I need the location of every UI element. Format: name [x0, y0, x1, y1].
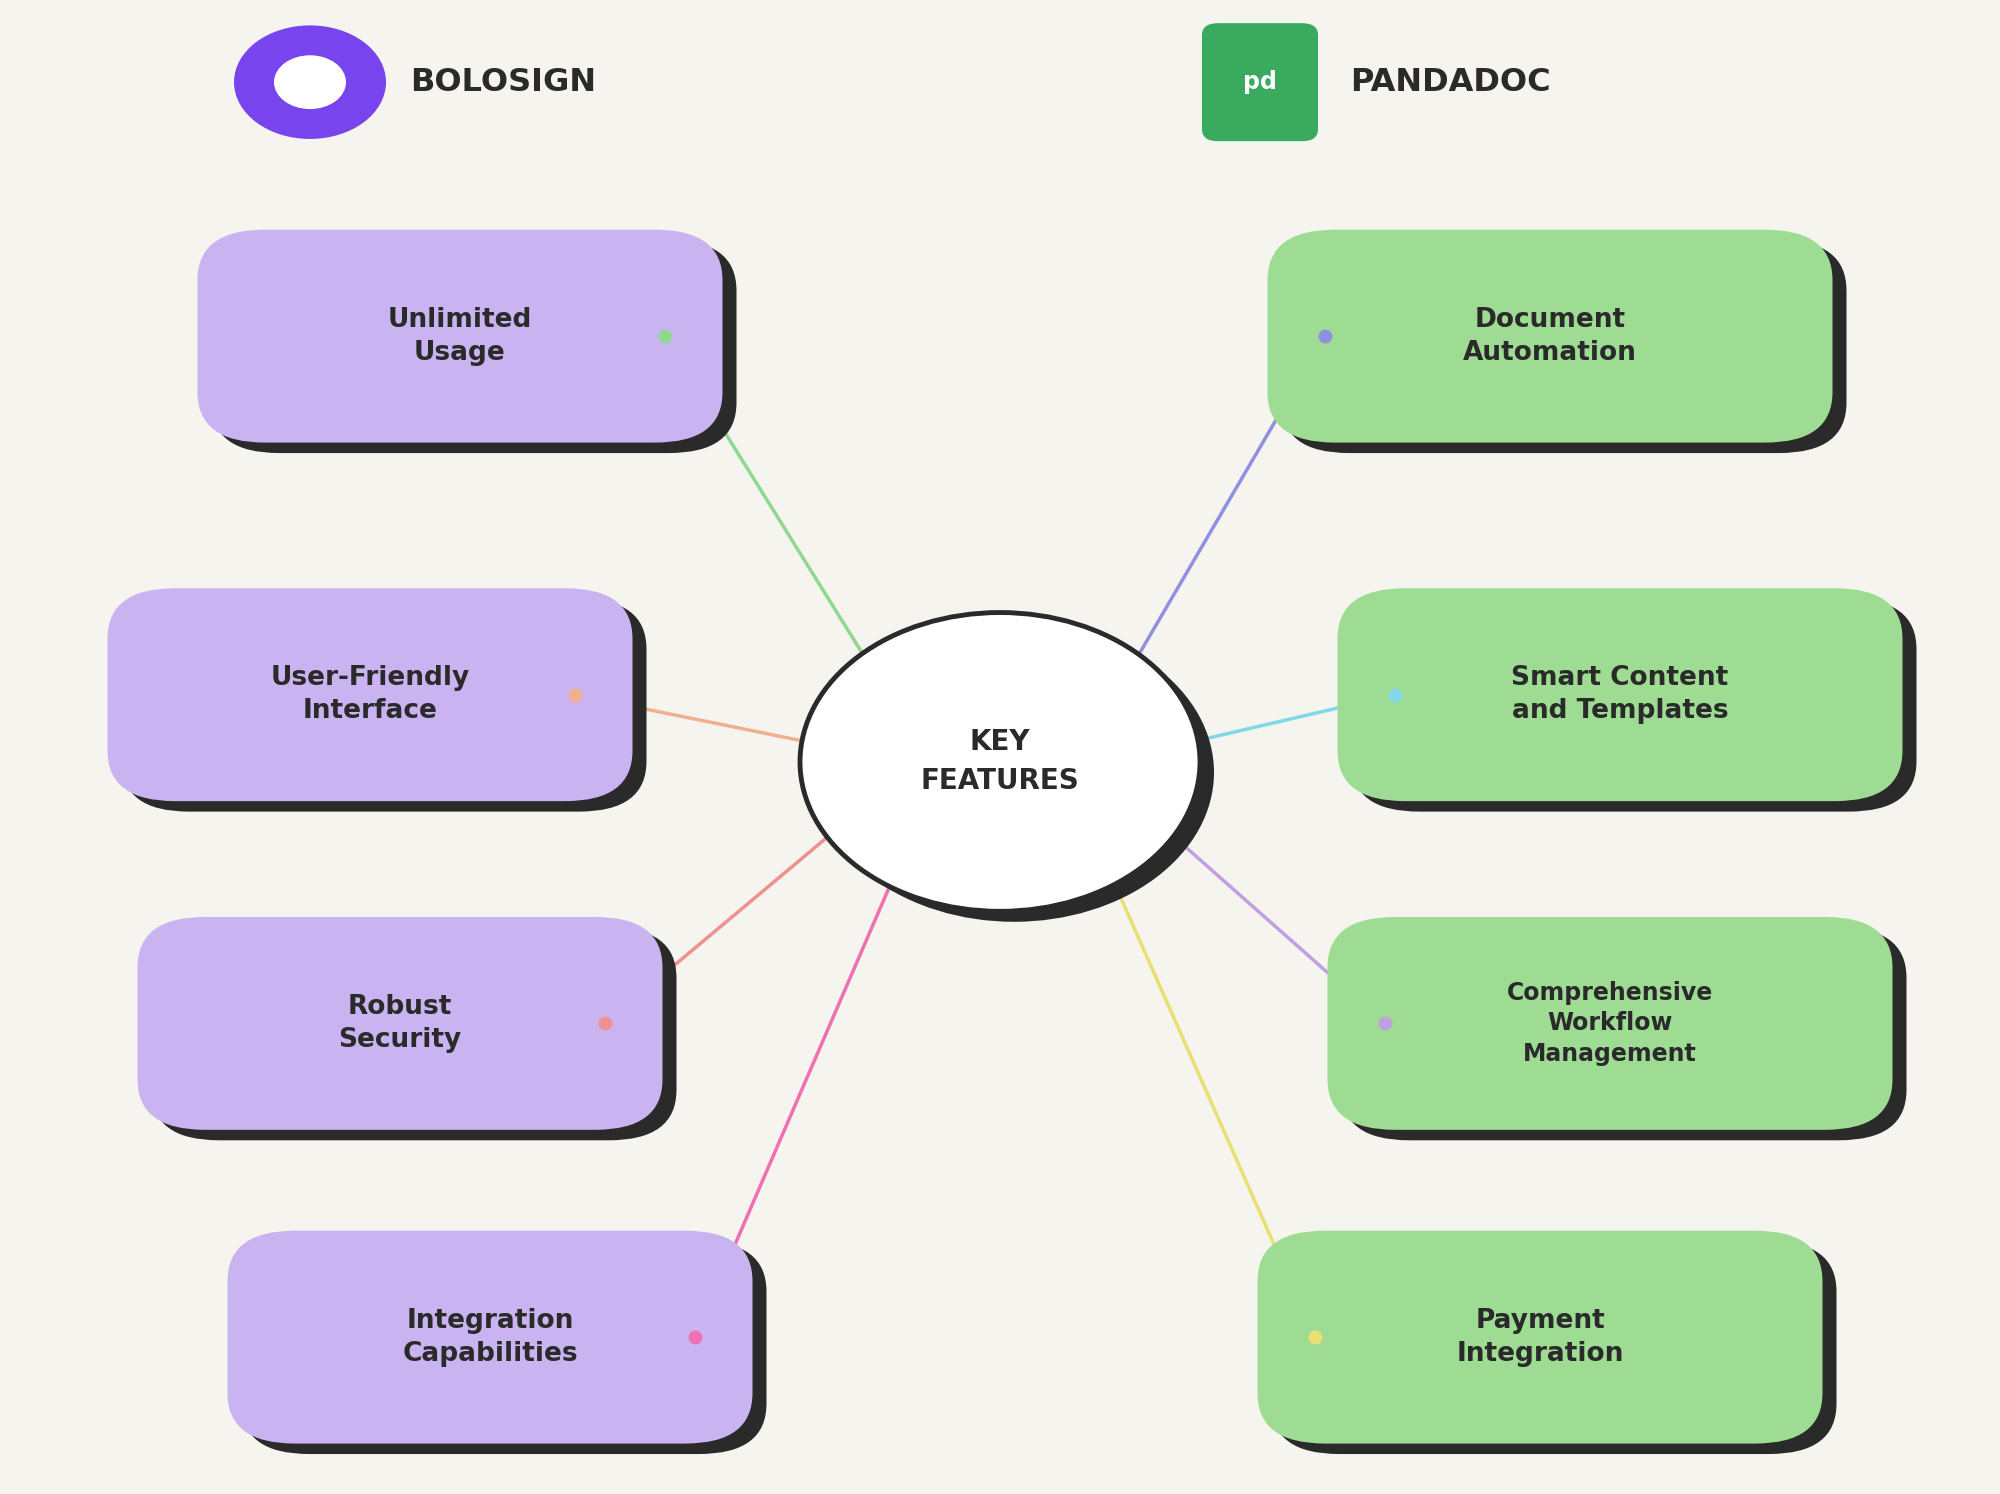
- Text: Smart Content
and Templates: Smart Content and Templates: [1512, 665, 1728, 725]
- Circle shape: [814, 623, 1214, 922]
- FancyBboxPatch shape: [228, 1231, 752, 1443]
- Text: Payment
Integration: Payment Integration: [1456, 1307, 1624, 1367]
- FancyBboxPatch shape: [212, 241, 736, 453]
- Text: Document
Automation: Document Automation: [1464, 306, 1636, 366]
- FancyBboxPatch shape: [1282, 241, 1846, 453]
- FancyBboxPatch shape: [108, 589, 632, 801]
- Circle shape: [800, 613, 1200, 911]
- FancyBboxPatch shape: [152, 928, 676, 1140]
- FancyBboxPatch shape: [1328, 917, 1892, 1129]
- Text: Unlimited
Usage: Unlimited Usage: [388, 306, 532, 366]
- Text: BOLOSIGN: BOLOSIGN: [410, 67, 596, 97]
- Circle shape: [274, 55, 346, 109]
- Text: User-Friendly
Interface: User-Friendly Interface: [270, 665, 470, 725]
- FancyBboxPatch shape: [122, 599, 646, 811]
- Text: Integration
Capabilities: Integration Capabilities: [402, 1307, 578, 1367]
- FancyBboxPatch shape: [1202, 24, 1318, 142]
- Text: Robust
Security: Robust Security: [338, 994, 462, 1053]
- Text: PANDADOC: PANDADOC: [1350, 67, 1550, 97]
- FancyBboxPatch shape: [1352, 599, 1916, 811]
- FancyBboxPatch shape: [138, 917, 662, 1129]
- Text: KEY
FEATURES: KEY FEATURES: [920, 729, 1080, 795]
- FancyBboxPatch shape: [242, 1242, 766, 1454]
- FancyBboxPatch shape: [1338, 589, 1902, 801]
- FancyBboxPatch shape: [1258, 1231, 1822, 1443]
- Text: pd: pd: [1244, 70, 1276, 94]
- Text: Comprehensive
Workflow
Management: Comprehensive Workflow Management: [1506, 980, 1714, 1067]
- FancyBboxPatch shape: [198, 230, 722, 442]
- FancyBboxPatch shape: [1272, 1242, 1836, 1454]
- FancyBboxPatch shape: [1342, 928, 1906, 1140]
- FancyBboxPatch shape: [1268, 230, 1832, 442]
- Text: b: b: [296, 70, 316, 100]
- Circle shape: [234, 25, 386, 139]
